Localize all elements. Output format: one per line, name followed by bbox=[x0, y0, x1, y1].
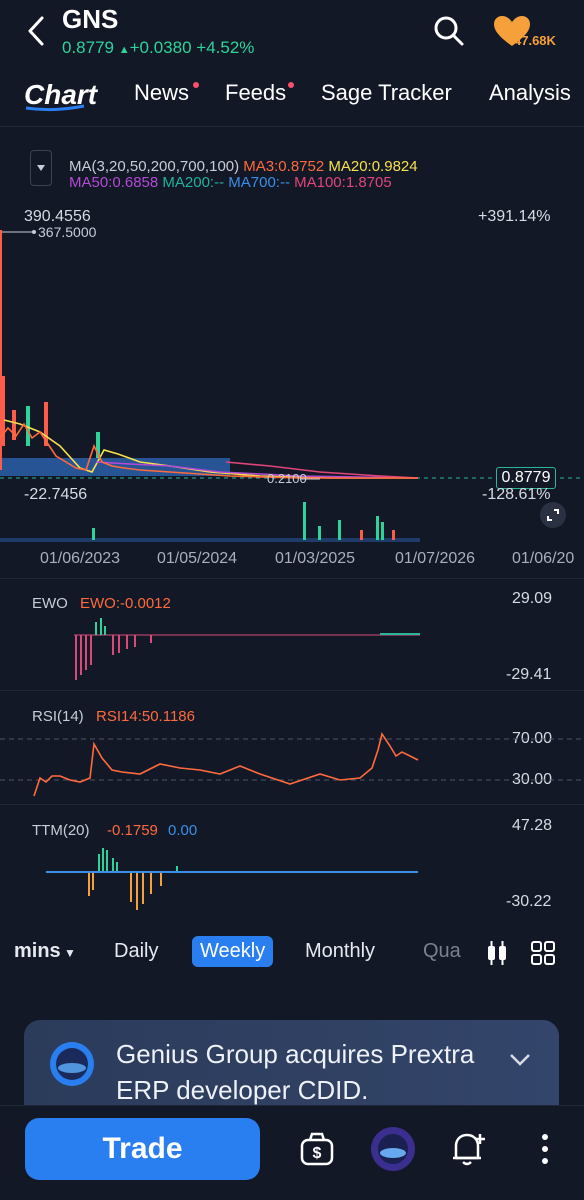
panel-divider bbox=[0, 578, 584, 579]
price-change: +0.0380 bbox=[129, 38, 192, 57]
date-tick: 01/03/2025 bbox=[275, 550, 356, 567]
more-options-icon[interactable] bbox=[538, 1132, 552, 1166]
chart-high-label: 390.4556 bbox=[24, 208, 91, 225]
ma100-value: MA100:1.8705 bbox=[294, 174, 392, 191]
ewo-top: 29.09 bbox=[512, 590, 553, 607]
period-daily[interactable]: Daily bbox=[114, 940, 159, 962]
ma3-value: MA3:0.8752 bbox=[243, 158, 325, 175]
ma200-value: MA200:-- bbox=[162, 174, 225, 191]
chevron-down-icon bbox=[37, 165, 45, 171]
price-quote: 0.8779 ▲+0.0380 +4.52% bbox=[62, 38, 254, 58]
period-quarterly[interactable]: Qua bbox=[423, 940, 461, 962]
candlestick-icon[interactable] bbox=[485, 940, 509, 966]
panel-divider bbox=[0, 804, 584, 805]
news-headline: Genius Group acquires Prextra ERP develo… bbox=[116, 1039, 475, 1105]
ma-legend-row2: MA50:0.6858 MA200:-- MA700:-- MA100:1.87… bbox=[69, 174, 392, 191]
period-mins[interactable]: mins ▼ bbox=[14, 940, 76, 962]
price-chart[interactable]: 0.2100 bbox=[0, 200, 584, 550]
news-unread-dot bbox=[193, 82, 199, 88]
low-marker-label: 0.2100 bbox=[267, 471, 307, 486]
tab-divider bbox=[0, 126, 584, 127]
ai-orb-icon bbox=[50, 1042, 94, 1086]
date-tick: 01/06/20 bbox=[512, 550, 575, 567]
back-arrow-icon[interactable] bbox=[22, 14, 52, 48]
ttm-value-2: 0.00 bbox=[168, 822, 198, 839]
ttm-bottom: -30.22 bbox=[506, 893, 552, 910]
high-marker-label: 367.5000 bbox=[38, 224, 97, 240]
panel-divider bbox=[0, 690, 584, 691]
add-alert-bell-icon[interactable] bbox=[450, 1130, 490, 1168]
ma20-value: MA20:0.9824 bbox=[328, 158, 418, 175]
ewo-chart[interactable] bbox=[0, 600, 430, 690]
current-price-tag: 0.8779 bbox=[496, 467, 556, 489]
ticker-symbol: GNS bbox=[62, 4, 119, 34]
ttm-chart[interactable] bbox=[0, 840, 430, 920]
tab-sage-tracker[interactable]: Sage Tracker bbox=[321, 80, 452, 105]
ewo-bottom: -29.41 bbox=[506, 666, 552, 683]
grid-layout-icon[interactable] bbox=[530, 940, 556, 966]
ma-config: MA(3,20,50,200,700,100) bbox=[69, 158, 240, 175]
chart-low-label: -22.7456 bbox=[24, 486, 88, 503]
tab-chart-label: Chart bbox=[24, 79, 99, 110]
money-bag-icon[interactable]: $ bbox=[298, 1130, 336, 1168]
chart-bottom-pct: -128.61% bbox=[482, 486, 551, 503]
search-icon[interactable] bbox=[432, 14, 466, 48]
feeds-unread-dot bbox=[288, 82, 294, 88]
caret-down-icon: ▼ bbox=[60, 946, 76, 960]
ttm-value-1: -0.1759 bbox=[107, 822, 158, 839]
heart-follow-icon[interactable] bbox=[492, 14, 532, 50]
tab-news[interactable]: News bbox=[134, 80, 190, 105]
ttm-top: 47.28 bbox=[512, 817, 553, 834]
price-change-pct: +4.52% bbox=[196, 38, 255, 57]
expand-icon bbox=[547, 509, 559, 521]
period-weekly[interactable]: Weekly bbox=[192, 936, 274, 967]
chevron-down-icon[interactable] bbox=[508, 1052, 532, 1068]
svg-text:$: $ bbox=[313, 1145, 322, 1162]
ewo-label: EWO bbox=[32, 595, 68, 612]
date-tick: 01/05/2024 bbox=[157, 550, 238, 567]
ma-toggle-button[interactable] bbox=[30, 150, 52, 186]
expand-chart-button[interactable] bbox=[540, 502, 566, 528]
tab-analysis[interactable]: Analysis bbox=[489, 80, 571, 105]
last-price: 0.8779 bbox=[62, 38, 114, 57]
ewo-value: EWO:-0.0012 bbox=[80, 595, 171, 612]
trade-button[interactable]: Trade bbox=[25, 1118, 260, 1180]
rsi-value: RSI14:50.1186 bbox=[96, 708, 195, 725]
date-tick: 01/06/2023 bbox=[40, 550, 121, 567]
date-tick: 01/07/2026 bbox=[395, 550, 476, 567]
tab-chart[interactable]: Chart bbox=[24, 78, 100, 112]
chart-top-pct: +391.14% bbox=[478, 208, 551, 225]
follow-count: 47.68K bbox=[514, 33, 556, 48]
ai-assistant-icon[interactable] bbox=[370, 1126, 416, 1172]
ttm-label: TTM(20) bbox=[32, 822, 90, 839]
ma50-value: MA50:0.6858 bbox=[69, 174, 159, 191]
tab-bar: News Feeds Sage Tracker Analysis bbox=[0, 76, 584, 116]
tab-feeds[interactable]: Feeds bbox=[225, 80, 287, 105]
ma700-value: MA700:-- bbox=[228, 174, 290, 191]
up-arrow-icon: ▲ bbox=[118, 44, 130, 56]
rsi-label: RSI(14) bbox=[32, 708, 84, 725]
period-monthly[interactable]: Monthly bbox=[305, 940, 376, 962]
rsi-chart[interactable] bbox=[0, 720, 584, 804]
ma-legend-row1: MA(3,20,50,200,700,100) MA3:0.8752 MA20:… bbox=[69, 158, 418, 175]
